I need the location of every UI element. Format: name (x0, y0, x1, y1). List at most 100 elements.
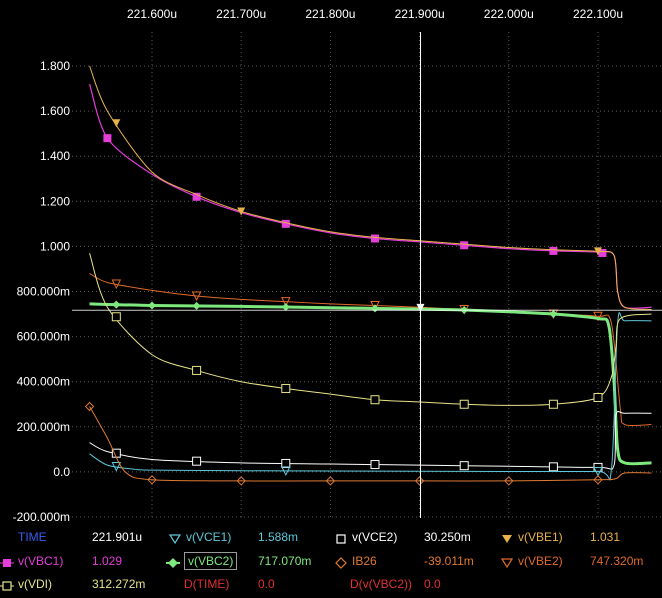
series-marker-v-vbe1- (594, 247, 602, 256)
series-marker-v-vdi- (281, 383, 291, 393)
series-marker-ib26 (84, 401, 95, 412)
series-marker-v-vbe2- (593, 311, 603, 322)
plot-series-group (84, 65, 652, 486)
readout-value-vce2: 30.250m (424, 530, 471, 544)
series-marker-v-vce1- (280, 466, 291, 477)
waveform-plot[interactable]: 221.600u 221.700u 221.800u 221.900u 222.000u… (0, 0, 662, 527)
readout-label-vbc1[interactable]: v(VBC1) (0, 551, 63, 571)
series-marker-ib26 (414, 476, 425, 486)
readout-label-vce2[interactable]: v(VCE2) (334, 527, 397, 547)
series-marker-v-vce2- (281, 458, 291, 468)
readout-label-vce1[interactable]: v(VCE1) (168, 527, 231, 547)
readout-label-vbe2[interactable]: v(VBE2) (500, 551, 563, 571)
y-tick-label: 1.200 (40, 194, 70, 208)
series-marker-v-vce2- (370, 460, 380, 470)
series-marker-v-vdi- (593, 392, 603, 402)
series-marker-v-vce2- (459, 461, 469, 471)
series-line-v-vbe1-[interactable] (89, 65, 652, 311)
y-tick-label: 400.000m (17, 375, 70, 389)
x-tick-label: 221.900u (395, 7, 445, 21)
readout-label-vdi[interactable]: v(VDI) (0, 574, 52, 594)
series-marker-v-vbe2- (370, 300, 380, 311)
series-marker-v-vbe1- (112, 119, 121, 128)
series-line-v-vdi-[interactable] (89, 253, 652, 406)
series-marker-v-vdi- (548, 399, 558, 409)
series-marker-ib26 (325, 476, 336, 486)
readout-label-vbe1[interactable]: v(VBE1) (500, 527, 563, 547)
y-tick-label: -200.000m (13, 510, 70, 524)
series-line-v-vbc2-[interactable] (89, 302, 652, 466)
series-marker-ib26 (593, 475, 603, 485)
diamond-open-icon (334, 555, 348, 569)
series-marker-v-vdi- (370, 395, 380, 405)
series-marker-v-vce1- (593, 466, 603, 477)
diamond-icon (166, 555, 180, 568)
y-tick-label: 1.600 (40, 104, 70, 118)
x-tick-label: 221.700u (216, 7, 266, 21)
series-marker-v-vbc2- (192, 301, 201, 310)
series-marker-v-vbe2- (280, 297, 291, 307)
readout-row-1: TIME 221.901u v(VCE1) 1.588m v(VCE2) 30.… (0, 527, 662, 547)
readout-label-dtime[interactable]: D(TIME) (184, 577, 230, 591)
series-marker-v-vce2- (192, 456, 202, 466)
series-marker-v-vce2- (548, 462, 558, 472)
triangle-down-open-icon (500, 555, 514, 569)
series-marker-v-vbc1- (192, 192, 201, 201)
readout-label-dvbc2[interactable]: D(v(VBC2)) (350, 577, 412, 591)
readout-value-dvbc2: 0.0 (424, 577, 441, 591)
series-line-v-vce2-[interactable] (89, 410, 652, 470)
x-tick-label: 221.600u (127, 7, 177, 21)
readout-value-vbe2: 747.320m (590, 554, 644, 568)
series-marker-ib26 (504, 476, 514, 486)
series-marker-v-vbc1- (549, 246, 558, 255)
square-open-icon (0, 578, 14, 591)
triangle-down-open-icon (168, 531, 182, 545)
series-marker-v-vce1- (111, 461, 122, 472)
series-marker-ib26 (147, 475, 157, 485)
x-tick-label: 222.100u (573, 7, 623, 21)
series-marker-v-vbc2- (281, 303, 290, 312)
series-marker-v-vbc2- (112, 300, 121, 309)
readout-label-time[interactable]: TIME (18, 530, 47, 544)
triangle-down-icon (500, 531, 514, 543)
series-marker-ib26 (236, 476, 246, 486)
series-marker-v-vbc2- (148, 301, 156, 310)
readout-row-3: v(VDI) 312.272m D(TIME) 0.0 D(v(VBC2)) 0… (0, 574, 662, 594)
series-marker-v-vbc1- (598, 248, 607, 257)
readout-value-vdi: 312.272m (92, 577, 146, 591)
readout-value-vbe1: 1.031 (590, 530, 621, 544)
readout-label-ib26[interactable]: IB26 (334, 551, 377, 571)
series-marker-v-vbc1- (103, 134, 112, 143)
readout-value-ib26: -39.011m (424, 554, 474, 568)
y-tick-label: 1.000 (40, 239, 70, 253)
series-marker-v-vbc1- (281, 219, 290, 228)
series-marker-v-vbe1- (237, 207, 246, 216)
readout-value-vbc1: 1.029 (92, 554, 123, 568)
series-marker-v-vdi- (192, 365, 202, 375)
square-open-icon (334, 531, 348, 544)
cursor-handle (416, 303, 425, 312)
readout-label-vbc2[interactable]: v(VBC2) (166, 551, 238, 571)
series-marker-v-vbc1- (460, 241, 469, 250)
readout-value-time: 221.901u (92, 530, 143, 544)
x-tick-label: 221.800u (305, 7, 355, 21)
readout-row-2: v(VBC1) 1.029 v(VBC2) 717.070m IB26 -39.… (0, 551, 662, 571)
readout-value-dtime: 0.0 (258, 577, 275, 591)
series-marker-v-vbe2- (111, 279, 122, 290)
readout-value-vce1: 1.588m (258, 530, 299, 544)
y-tick-label: 800.000m (17, 285, 70, 299)
cursor-readout-panel: TIME 221.901u v(VCE1) 1.588m v(VCE2) 30.… (0, 527, 662, 595)
y-tick-label: 1.800 (40, 59, 70, 73)
series-line-ib26[interactable] (89, 406, 652, 482)
readout-value-vbc2: 717.070m (258, 554, 312, 568)
y-tick-label: 1.400 (40, 149, 70, 163)
square-icon (0, 555, 14, 567)
y-tick-label: 200.000m (17, 420, 70, 434)
series-marker-v-vdi- (459, 399, 469, 409)
series-marker-v-vdi- (111, 312, 121, 322)
y-tick-label: 0.0 (53, 465, 70, 479)
x-tick-label: 222.000u (484, 7, 534, 21)
y-tick-label: 600.000m (17, 330, 70, 344)
series-marker-v-vbe2- (191, 291, 202, 302)
series-marker-v-vbc2- (549, 310, 558, 319)
